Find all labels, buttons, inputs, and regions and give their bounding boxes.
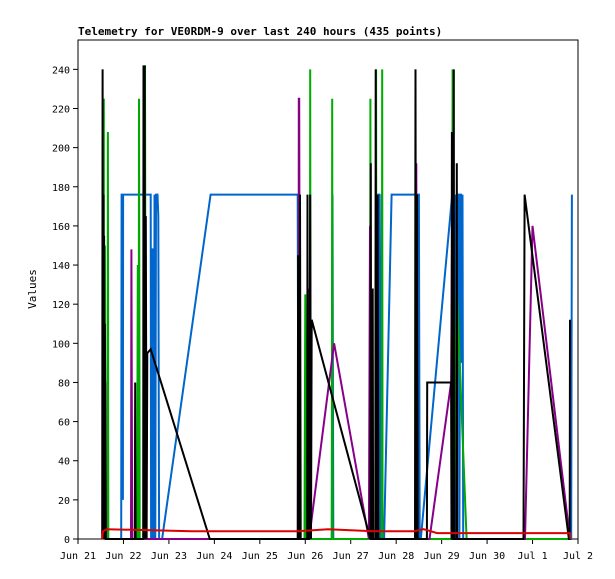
x-tick-label: Jun 22 bbox=[105, 551, 141, 562]
y-tick-label: 80 bbox=[58, 378, 70, 389]
x-tick-label: Jul 2 bbox=[563, 551, 593, 562]
x-tick-label: Jun 24 bbox=[196, 551, 232, 562]
y-tick-label: 240 bbox=[52, 65, 70, 76]
y-tick-label: 220 bbox=[52, 104, 70, 115]
x-tick-label: Jun 21 bbox=[60, 551, 96, 562]
series-group bbox=[101, 65, 573, 540]
x-tick-label: Jul 1 bbox=[517, 551, 547, 562]
y-tick-label: 120 bbox=[52, 300, 70, 311]
y-tick-label: 140 bbox=[52, 261, 70, 272]
series-line-4 bbox=[101, 65, 571, 540]
y-tick-label: 60 bbox=[58, 418, 70, 429]
y-tick-label: 160 bbox=[52, 222, 70, 233]
y-tick-label: 0 bbox=[64, 535, 70, 546]
x-tick-label: Jun 26 bbox=[287, 551, 323, 562]
chart-title: Telemetry for VE0RDM-9 over last 240 hou… bbox=[78, 25, 442, 38]
series-line-1 bbox=[120, 193, 573, 540]
x-axis: Jun 21 Jun 22 Jun 23 Jun 24 Jun 25 Jun 26 Jun … bbox=[60, 539, 593, 562]
x-tick-label: Jun 28 bbox=[378, 551, 414, 562]
series-line-3 bbox=[103, 97, 571, 540]
y-tick-label: 200 bbox=[52, 144, 70, 155]
x-tick-label: Jun 29 bbox=[424, 551, 460, 562]
y-axis: 0 20 40 60 80 100 120 140 160 180 200 220 240 bbox=[52, 65, 78, 546]
y-tick-label: 100 bbox=[52, 339, 70, 350]
y-tick-label: 40 bbox=[58, 457, 70, 468]
series-line-5 bbox=[101, 528, 572, 540]
series-line-2 bbox=[102, 65, 570, 540]
x-tick-label: Jun 30 bbox=[469, 551, 505, 562]
x-tick-label: Jun 23 bbox=[151, 551, 187, 562]
x-tick-label: Jun 25 bbox=[242, 551, 278, 562]
y-tick-label: 20 bbox=[58, 496, 70, 507]
y-axis-label: Values bbox=[26, 269, 39, 309]
y-tick-label: 180 bbox=[52, 183, 70, 194]
x-tick-label: Jun 27 bbox=[333, 551, 369, 562]
